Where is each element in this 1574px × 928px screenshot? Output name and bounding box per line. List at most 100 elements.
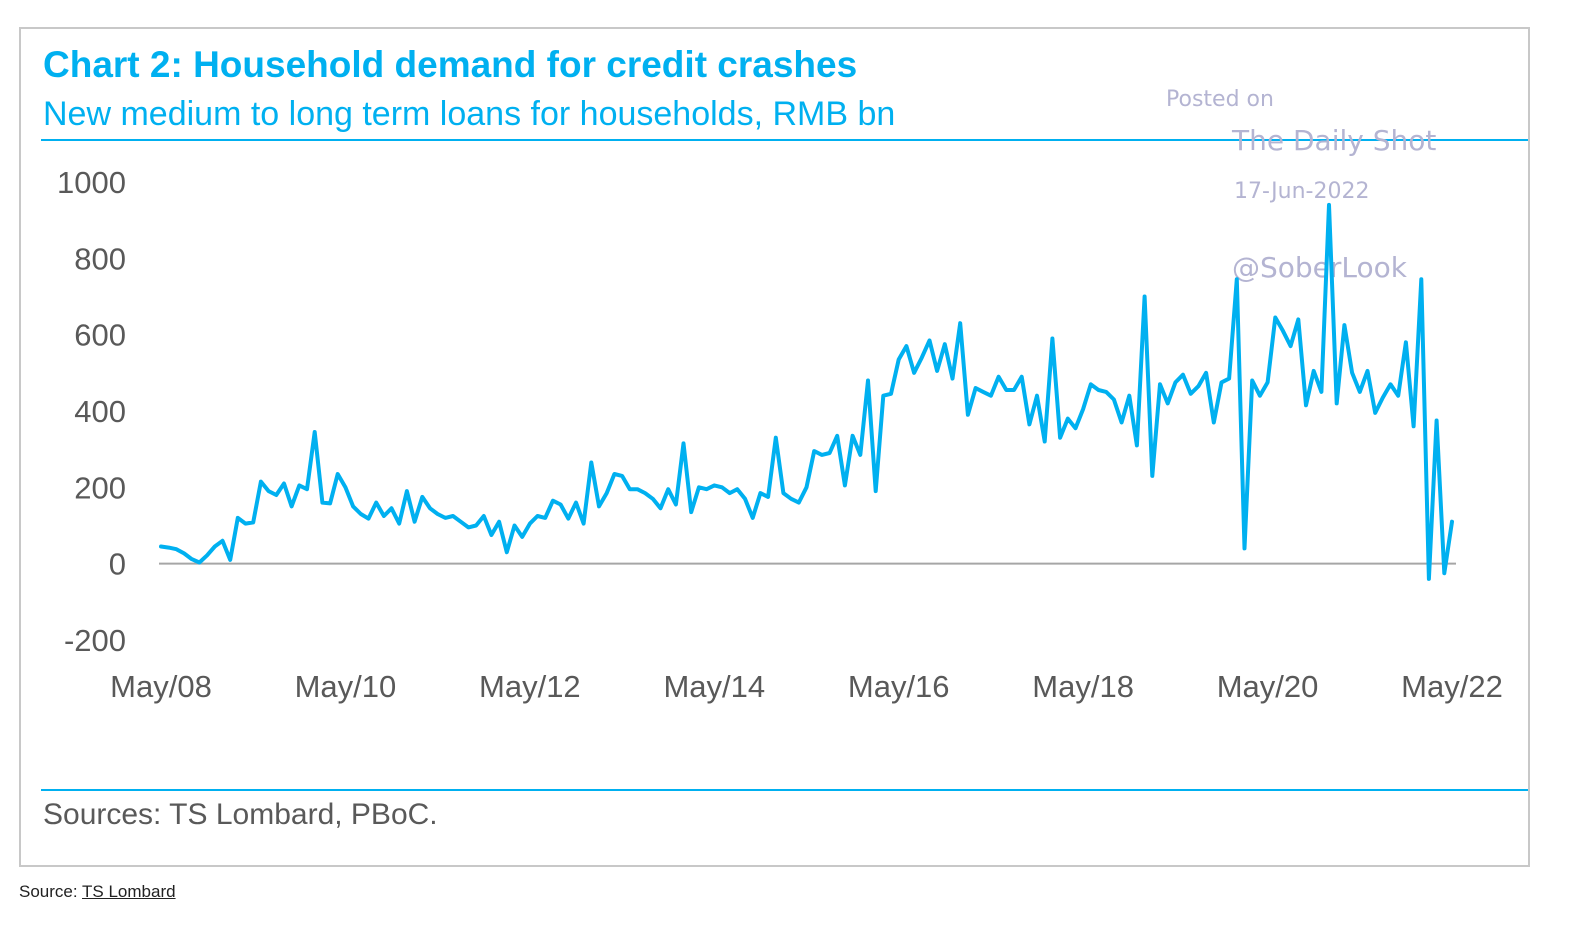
data-point <box>1074 427 1077 430</box>
data-point <box>383 515 385 517</box>
data-point <box>206 554 208 557</box>
data-point <box>390 507 393 510</box>
data-point <box>1205 372 1207 374</box>
data-point <box>1197 385 1200 388</box>
watermark-date: 17-Jun-2022 <box>1234 179 1369 204</box>
ts-lombard-link[interactable]: TS Lombard <box>82 882 176 901</box>
data-point <box>1213 421 1215 424</box>
data-point <box>1274 316 1277 319</box>
data-point <box>890 393 892 395</box>
y-tick-label: 0 <box>109 547 126 582</box>
series-points <box>160 204 1453 580</box>
data-point <box>828 452 831 454</box>
data-point <box>736 488 739 491</box>
data-point <box>1305 404 1307 407</box>
data-point <box>767 496 769 498</box>
data-point <box>959 322 961 325</box>
data-point <box>613 473 616 475</box>
y-tick-label: 1000 <box>57 165 126 200</box>
data-point <box>260 480 262 483</box>
data-point <box>598 505 600 508</box>
data-point <box>790 498 792 500</box>
data-point <box>1359 391 1361 393</box>
data-point <box>506 551 508 553</box>
data-point <box>782 492 785 494</box>
data-point <box>1020 375 1023 378</box>
data-point <box>652 498 654 500</box>
data-point <box>721 486 723 489</box>
chart-source-note: Sources: TS Lombard, PBoC. <box>43 798 438 831</box>
data-point <box>944 343 946 346</box>
data-point <box>1251 379 1253 382</box>
data-point <box>167 546 170 549</box>
data-point <box>306 488 308 491</box>
data-point <box>1397 394 1399 397</box>
data-point <box>1166 402 1169 405</box>
data-point <box>360 513 362 515</box>
data-point <box>675 503 677 506</box>
data-point <box>1105 391 1107 393</box>
data-point <box>851 435 854 437</box>
y-tick-label: 200 <box>74 470 126 505</box>
data-point <box>844 484 846 487</box>
data-point <box>237 517 239 519</box>
data-point <box>536 515 539 517</box>
data-point <box>821 454 823 456</box>
data-point <box>1351 372 1353 374</box>
data-point <box>1312 370 1315 372</box>
data-point <box>1051 337 1054 340</box>
data-point <box>229 559 231 561</box>
data-point <box>759 492 762 494</box>
data-point <box>744 498 746 500</box>
data-point <box>521 536 523 538</box>
data-point <box>874 490 877 492</box>
data-point <box>1090 383 1092 386</box>
data-point <box>459 520 462 523</box>
data-point <box>1036 394 1038 397</box>
y-tick-label: 400 <box>74 394 126 429</box>
data-point <box>452 515 454 517</box>
data-point <box>1151 475 1154 477</box>
data-point <box>252 521 254 524</box>
data-point <box>1343 324 1346 326</box>
data-point <box>344 486 347 489</box>
data-point <box>513 524 516 527</box>
data-point <box>1428 578 1430 580</box>
data-point <box>1259 394 1261 397</box>
data-point <box>1420 278 1423 281</box>
data-point <box>175 548 178 550</box>
data-point <box>1043 440 1046 443</box>
data-point <box>321 501 324 504</box>
data-point <box>367 517 370 520</box>
data-point <box>1182 373 1184 376</box>
data-point <box>275 494 278 496</box>
data-point <box>1366 370 1369 372</box>
data-point <box>936 370 938 372</box>
x-tick-label: May/20 <box>1217 669 1319 704</box>
x-tick-label: May/12 <box>479 669 581 704</box>
data-point <box>605 492 608 494</box>
data-point <box>498 520 500 523</box>
data-point <box>921 356 923 359</box>
chart-svg: Chart 2: Household demand for credit cra… <box>41 44 1528 831</box>
data-point <box>436 513 439 515</box>
data-point <box>298 484 301 487</box>
data-point <box>805 486 808 489</box>
data-point <box>1328 204 1330 206</box>
data-point <box>1159 383 1161 386</box>
data-point <box>483 515 485 517</box>
data-point <box>698 486 700 489</box>
data-point <box>629 488 631 491</box>
data-point <box>160 545 162 548</box>
data-point <box>1443 572 1446 574</box>
data-point <box>313 431 316 433</box>
data-point <box>1067 417 1069 420</box>
data-point <box>636 488 639 491</box>
data-point <box>928 339 931 342</box>
x-tick-label: May/16 <box>848 669 950 704</box>
x-tick-label: May/14 <box>663 669 765 704</box>
data-point <box>467 526 470 529</box>
data-point <box>1228 377 1230 380</box>
data-point <box>813 450 815 452</box>
data-point <box>267 490 270 492</box>
